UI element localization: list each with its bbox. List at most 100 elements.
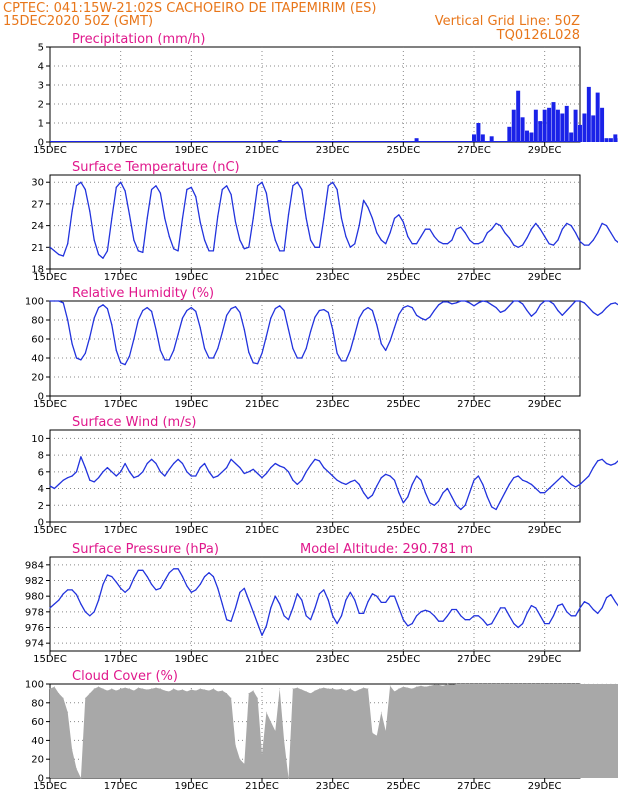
data-point	[433, 235, 435, 238]
data-point	[442, 620, 444, 622]
data-point	[248, 693, 250, 694]
data-point	[133, 690, 135, 691]
data-point	[486, 301, 488, 303]
data-point	[226, 467, 228, 469]
precip-bar	[511, 109, 516, 142]
data-point	[398, 214, 400, 216]
data-point	[146, 689, 148, 690]
y-tick-label: 976	[25, 623, 44, 634]
data-point	[535, 311, 537, 313]
x-tick-label: 23DEC	[316, 654, 350, 665]
data-point	[111, 471, 113, 473]
data-point	[402, 307, 404, 309]
data-point	[349, 349, 351, 351]
data-point	[106, 574, 108, 576]
data-point	[380, 477, 382, 479]
data-point	[173, 462, 175, 465]
panel-5: 15DEC 17DEC 19DEC 21DEC 23DEC 25DEC 27DEC 29DEC…	[25, 542, 618, 665]
data-point	[106, 308, 108, 310]
data-point	[380, 601, 382, 604]
data-point	[469, 302, 471, 304]
data-point	[566, 309, 568, 312]
data-point	[89, 210, 91, 212]
data-point	[310, 464, 312, 466]
data-point	[522, 303, 524, 305]
x-tick-label: 21DEC	[245, 272, 279, 283]
panel-1: 15DEC 17DEC 19DEC 21DEC 23DEC 25DEC 27DEC 29DEC…	[33, 32, 618, 156]
data-point	[274, 462, 276, 465]
data-point	[429, 611, 431, 613]
data-point	[367, 307, 369, 309]
data-point	[124, 364, 126, 366]
data-point	[234, 462, 237, 465]
precip-bar	[569, 132, 574, 142]
data-point	[137, 687, 139, 689]
x-tick-label: 27DEC	[457, 654, 491, 665]
data-point	[111, 576, 113, 578]
data-point	[535, 683, 537, 685]
data-point	[508, 305, 510, 307]
data-point	[385, 730, 387, 732]
data-point	[552, 303, 555, 305]
data-point	[438, 620, 440, 622]
data-point	[332, 615, 334, 617]
y-tick-label: 60	[31, 717, 44, 728]
data-point	[508, 483, 510, 485]
data-point	[243, 328, 245, 331]
data-point	[393, 479, 396, 481]
data-point	[252, 217, 254, 219]
data-point	[340, 360, 343, 362]
data-point	[552, 483, 555, 485]
data-point	[217, 691, 219, 692]
data-point	[513, 623, 515, 625]
panel-annotation: Model Altitude: 290.781 m	[300, 542, 473, 557]
data-point	[402, 619, 404, 621]
data-point	[486, 232, 488, 234]
data-point	[288, 777, 289, 779]
data-point	[557, 683, 559, 685]
data-point	[451, 239, 453, 241]
data-point	[89, 693, 91, 694]
data-point	[446, 301, 449, 303]
data-point	[323, 309, 325, 311]
data-point	[84, 467, 86, 469]
data-point	[486, 496, 488, 498]
data-point	[455, 302, 457, 304]
data-point	[137, 569, 139, 571]
data-point	[115, 186, 117, 188]
header-model: TQ0126L028	[496, 28, 580, 43]
data-point	[230, 308, 232, 310]
data-point	[186, 471, 188, 473]
data-point	[354, 691, 356, 692]
precip-bar	[533, 109, 538, 142]
data-point	[84, 352, 86, 354]
data-point	[186, 188, 188, 191]
data-point	[208, 471, 210, 473]
data-point	[75, 594, 78, 596]
data-point	[137, 319, 139, 321]
data-point	[385, 349, 387, 351]
data-point	[67, 589, 69, 591]
data-point	[336, 352, 338, 354]
data-point	[451, 608, 453, 611]
data-point	[442, 492, 444, 494]
precip-bar	[520, 117, 525, 142]
data-point	[358, 689, 360, 690]
data-point	[323, 217, 325, 219]
data-point	[292, 347, 294, 350]
data-point	[67, 243, 69, 245]
data-point	[588, 475, 590, 477]
precip-bar	[573, 109, 578, 142]
data-point	[561, 314, 563, 316]
data-point	[544, 492, 546, 494]
data-point	[446, 487, 449, 490]
data-point	[376, 735, 378, 737]
data-point	[84, 188, 86, 191]
data-point	[49, 688, 51, 690]
header-grid-line: Vertical Grid Line: 50Z	[435, 14, 580, 29]
data-point	[579, 483, 581, 485]
data-point	[539, 304, 541, 306]
data-point	[504, 309, 506, 312]
data-point	[301, 599, 303, 601]
data-point	[137, 475, 139, 477]
